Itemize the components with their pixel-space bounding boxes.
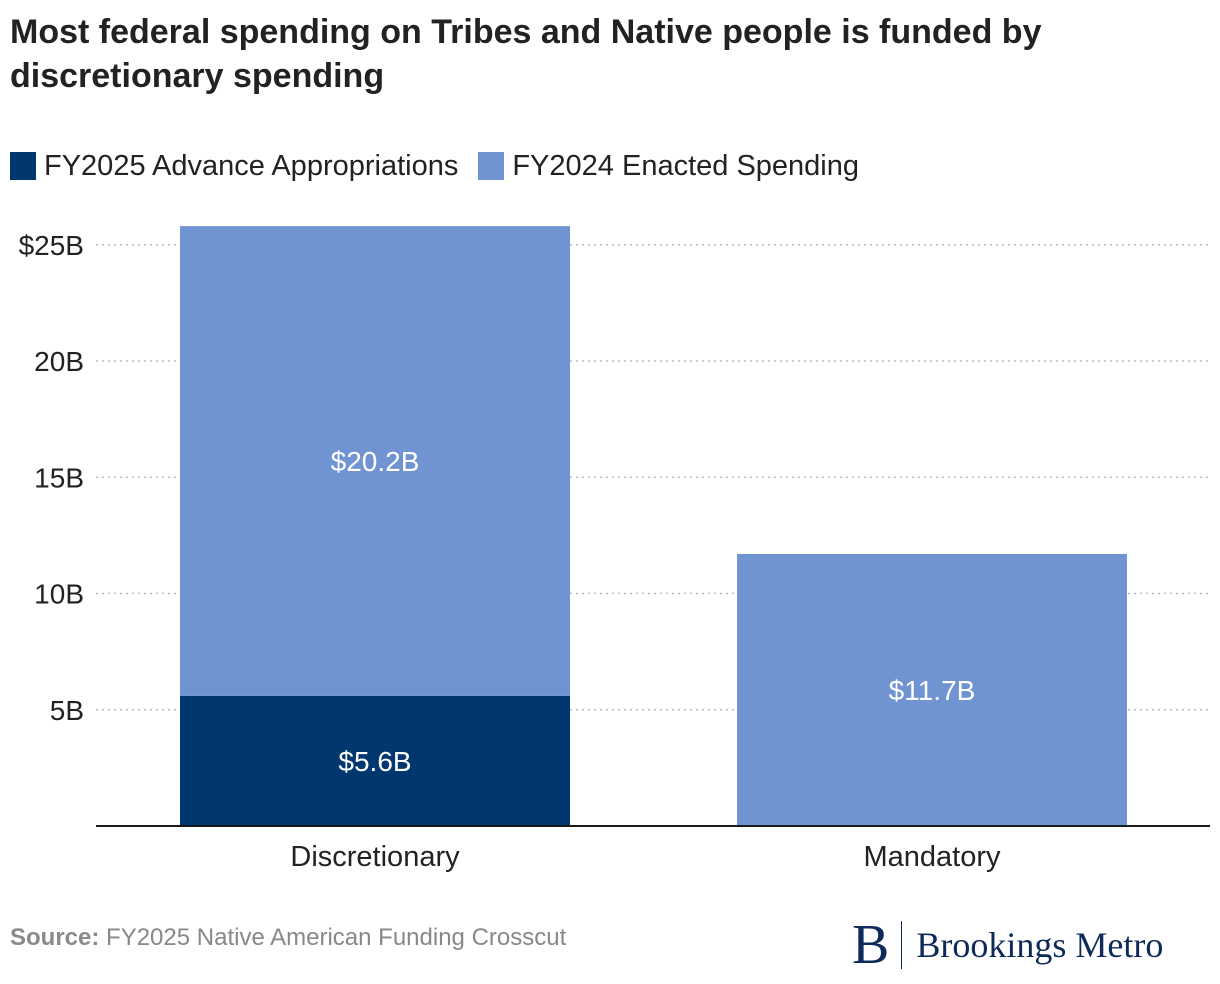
- legend-label-enacted: FY2024 Enacted Spending: [512, 149, 859, 182]
- logo-name: Brookings Metro: [916, 925, 1164, 965]
- legend: FY2025 Advance Appropriations FY2024 Ena…: [10, 148, 879, 184]
- bar-discretionary-series-2: [180, 226, 570, 696]
- source-prefix: Source:: [10, 924, 100, 951]
- source-note: Source: FY2025 Native American Funding C…: [10, 924, 566, 952]
- brookings-metro-logo: B Brookings Metro: [852, 916, 1163, 974]
- logo-mark: B: [852, 914, 890, 976]
- y-tick-label: 10B: [34, 579, 84, 610]
- bar-data-label: $20.2B: [331, 446, 420, 477]
- bar-chart: 5B 10B 15B 20B $25B $5.6B $20.2B Discretionary $…: [19, 226, 1210, 873]
- legend-swatch-advance: [10, 152, 36, 180]
- legend-item-advance: FY2025 Advance Appropriations: [10, 150, 458, 183]
- legend-item-enacted: FY2024 Enacted Spending: [478, 150, 859, 183]
- y-tick-label: 20B: [34, 346, 84, 377]
- bar-data-label: $5.6B: [338, 746, 411, 777]
- chart-title: Most federal spending on Tribes and Nati…: [10, 13, 1042, 95]
- legend-label-advance: FY2025 Advance Appropriations: [44, 149, 459, 182]
- x-tick-label: Discretionary: [290, 841, 460, 873]
- logo-divider: [901, 921, 903, 969]
- bar-data-label: $11.7B: [889, 675, 976, 706]
- y-tick-label: 5B: [50, 695, 84, 726]
- bar-mandatory-series-2: [737, 553, 1127, 826]
- y-tick-label: 15B: [34, 462, 84, 493]
- legend-swatch-enacted: [478, 152, 505, 180]
- source-text: FY2025 Native American Funding Crosscut: [106, 924, 567, 951]
- x-tick-label: Mandatory: [863, 841, 1001, 873]
- y-tick-label: $25B: [19, 230, 84, 261]
- bar-discretionary-series-1: [180, 695, 570, 826]
